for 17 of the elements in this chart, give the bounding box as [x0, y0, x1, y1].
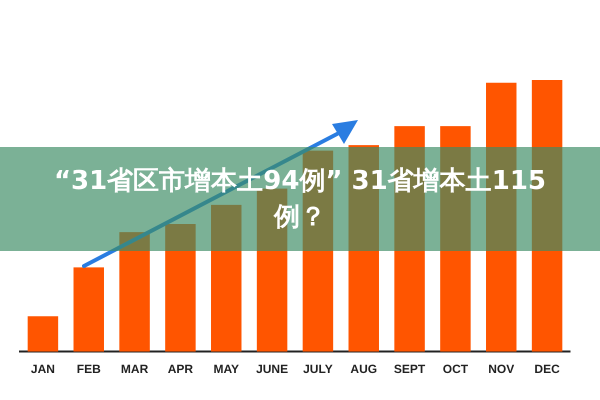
x-tick-label: JUNE: [256, 362, 288, 376]
x-tick-label: SEPT: [394, 362, 426, 376]
x-tick-label: AUG: [350, 362, 378, 376]
x-tick-label: JULY: [303, 362, 333, 376]
x-tick-label: FEB: [76, 362, 102, 376]
bar: [211, 204, 242, 352]
bar: [28, 316, 58, 352]
x-tick-label: MAR: [120, 362, 149, 376]
x-tick-label: APR: [168, 362, 194, 376]
x-tick-label: NOV: [488, 362, 514, 376]
bar: [119, 232, 150, 352]
x-tick-label: DEC: [534, 362, 560, 376]
bar: [74, 267, 104, 352]
x-tick-label: JAN: [30, 362, 55, 376]
x-tick-label: MAY: [213, 362, 240, 376]
x-tick-label: OCT: [442, 362, 469, 376]
bar: [165, 224, 196, 352]
